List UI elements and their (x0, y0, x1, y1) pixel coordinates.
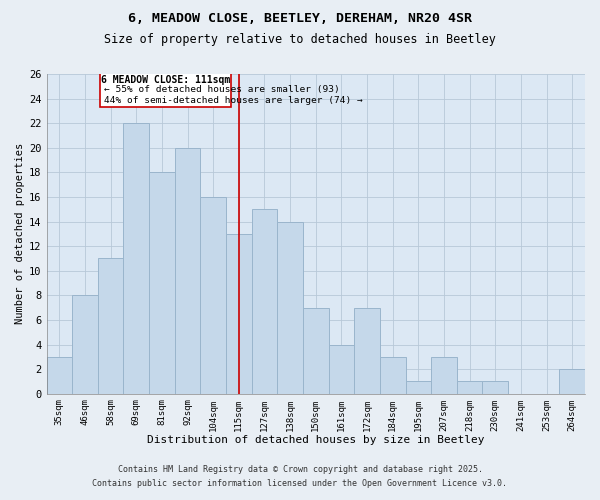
Bar (354, 308, 380, 394)
Text: Size of property relative to detached houses in Beetley: Size of property relative to detached ho… (104, 32, 496, 46)
Bar (406, 382, 431, 394)
Y-axis label: Number of detached properties: Number of detached properties (15, 143, 25, 324)
Bar (98, 258, 124, 394)
Bar (457, 382, 482, 394)
FancyBboxPatch shape (100, 72, 231, 107)
Bar (175, 148, 200, 394)
Bar (226, 234, 251, 394)
Text: Contains HM Land Registry data © Crown copyright and database right 2025.
Contai: Contains HM Land Registry data © Crown c… (92, 466, 508, 487)
Bar (329, 344, 354, 394)
Bar (431, 357, 457, 394)
Bar (124, 123, 149, 394)
Bar (277, 222, 303, 394)
Bar (559, 369, 585, 394)
Bar (482, 382, 508, 394)
Text: 6 MEADOW CLOSE: 111sqm: 6 MEADOW CLOSE: 111sqm (101, 75, 230, 85)
Text: ← 55% of detached houses are smaller (93): ← 55% of detached houses are smaller (93… (104, 85, 340, 94)
Bar (303, 308, 329, 394)
Bar (149, 172, 175, 394)
Text: 44% of semi-detached houses are larger (74) →: 44% of semi-detached houses are larger (… (104, 96, 363, 105)
Bar (200, 197, 226, 394)
Bar (251, 210, 277, 394)
Bar (72, 296, 98, 394)
Bar (380, 357, 406, 394)
X-axis label: Distribution of detached houses by size in Beetley: Distribution of detached houses by size … (147, 435, 485, 445)
Text: 6, MEADOW CLOSE, BEETLEY, DEREHAM, NR20 4SR: 6, MEADOW CLOSE, BEETLEY, DEREHAM, NR20 … (128, 12, 472, 26)
Bar (47, 357, 72, 394)
